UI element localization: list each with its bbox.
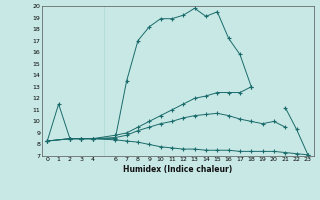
X-axis label: Humidex (Indice chaleur): Humidex (Indice chaleur) <box>123 165 232 174</box>
